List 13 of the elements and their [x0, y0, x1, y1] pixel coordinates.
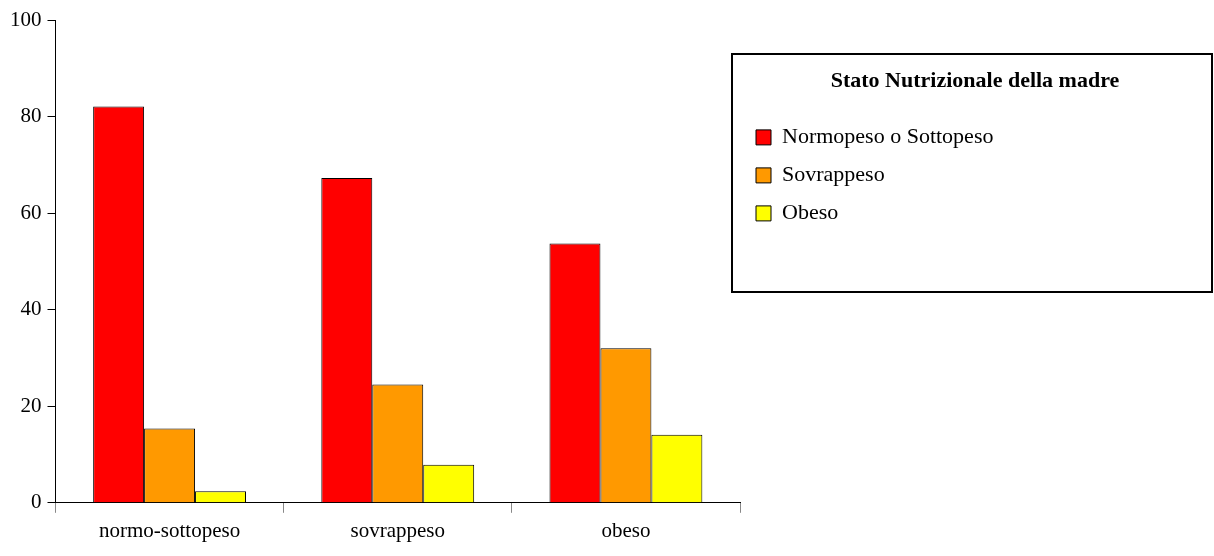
x-tick-label: obeso	[601, 517, 651, 542]
y-tick-label: 0	[31, 489, 42, 514]
legend-title: Stato Nutrizionale della madre	[830, 66, 1120, 92]
y-tick-label: 60	[20, 199, 42, 224]
y-tick-label: 100	[10, 6, 42, 31]
x-tick-label: sovrappeso	[350, 517, 445, 542]
y-tick-label: 40	[20, 296, 42, 321]
legend-label: Obeso	[782, 199, 839, 225]
legend-label: Normopeso o Sottopeso	[782, 123, 994, 149]
x-tick-label: normo-sottopeso	[99, 517, 241, 542]
legend-label: Sovrappeso	[782, 161, 885, 187]
y-tick-label: 20	[20, 392, 42, 417]
y-tick-label: 80	[20, 103, 42, 128]
